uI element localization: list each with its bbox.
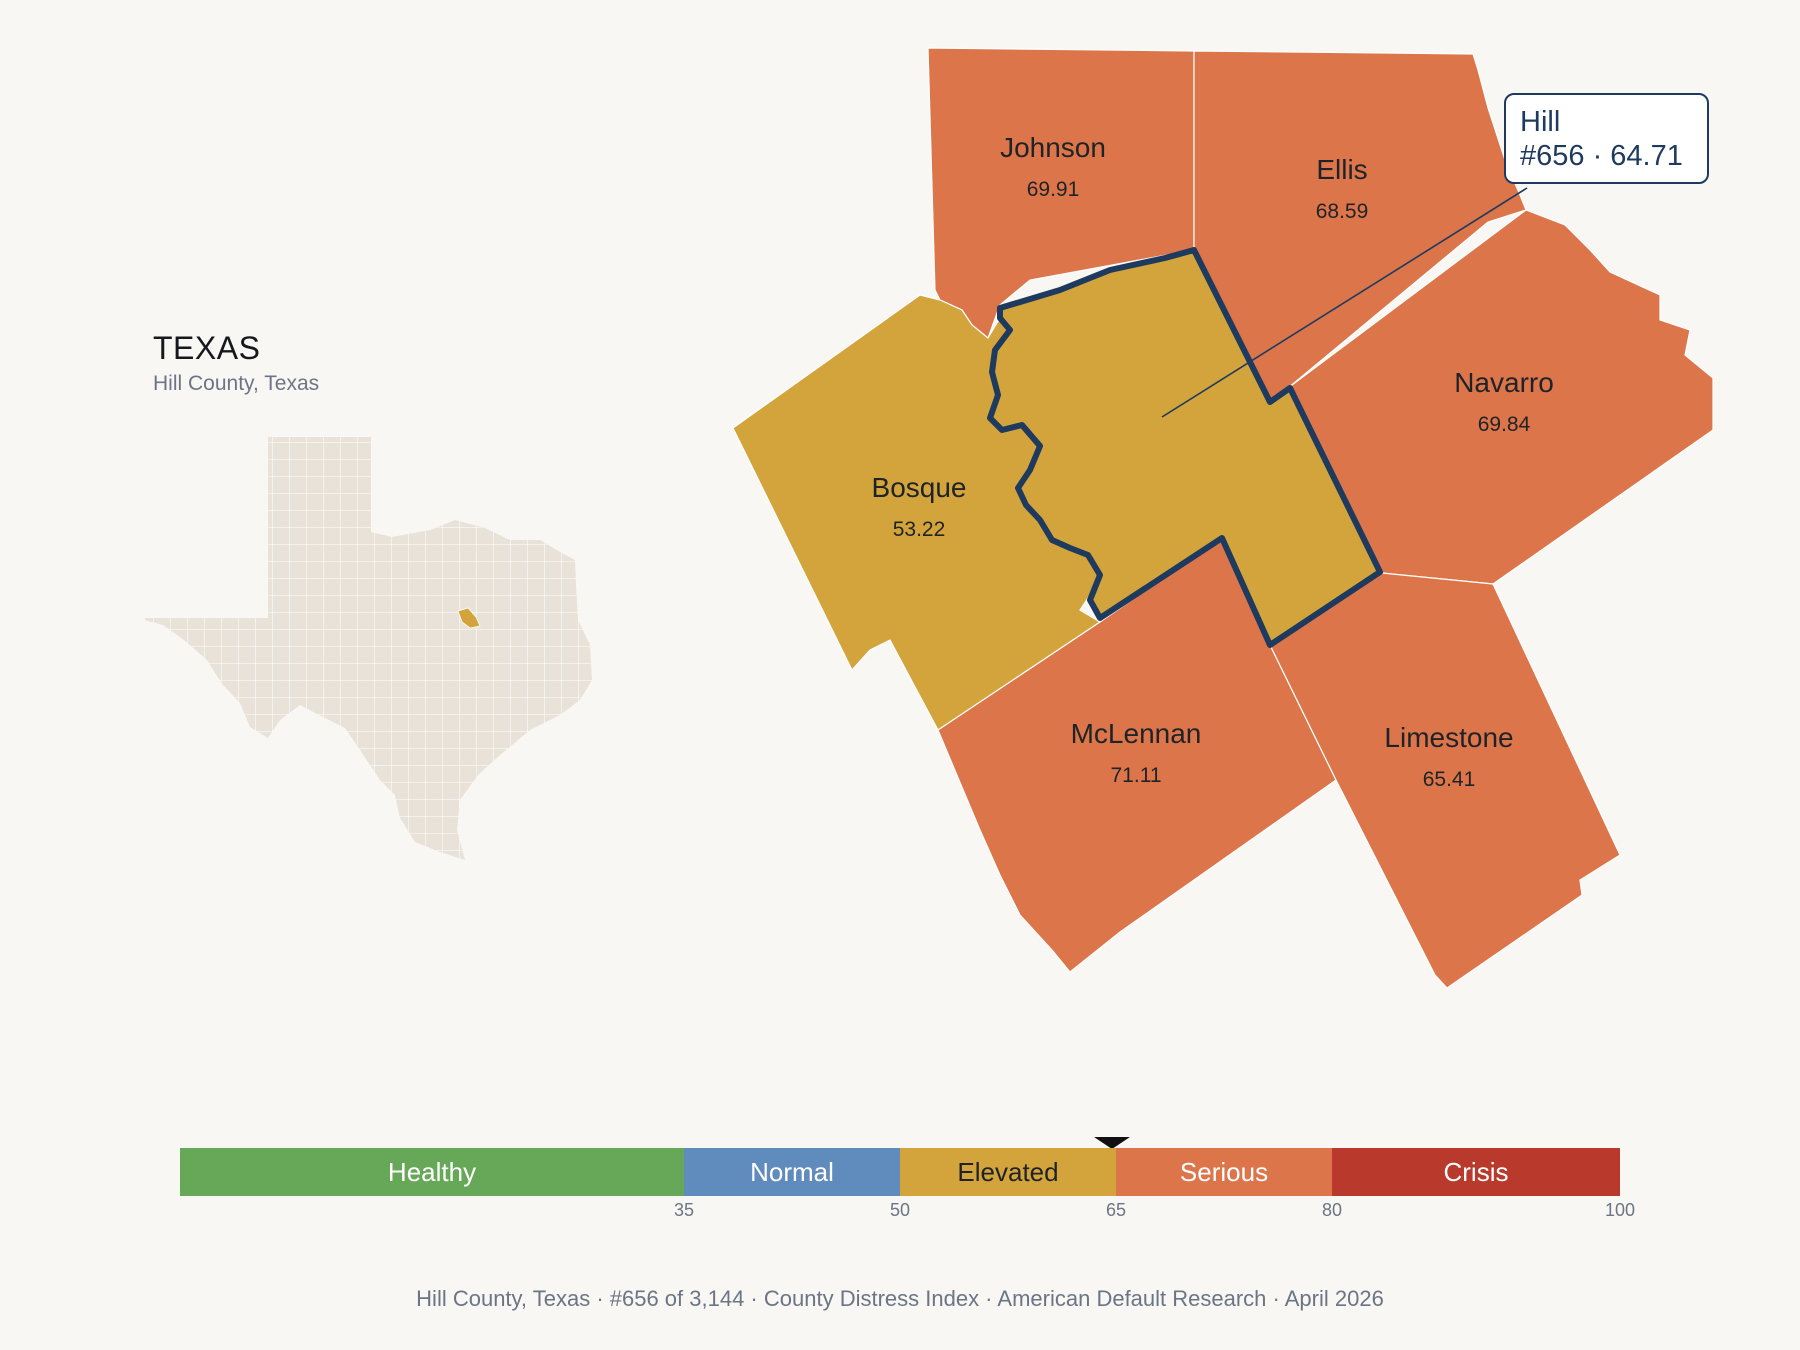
county-label-bosque: Bosque xyxy=(872,472,967,503)
scale-segment-serious: Serious xyxy=(1116,1148,1332,1196)
inset-state-title: TEXAS xyxy=(153,330,261,366)
county-label-ellis: Ellis xyxy=(1316,154,1367,185)
texas-county-grid xyxy=(145,437,592,860)
callout-rank-score: #656 · 64.71 xyxy=(1520,140,1683,172)
county-score-ellis: 68.59 xyxy=(1316,200,1369,223)
county-limestone[interactable] xyxy=(1269,572,1621,989)
county-score-mclennan: 71.11 xyxy=(1111,764,1162,787)
scale-tick-100: 100 xyxy=(1604,1200,1636,1220)
scale-tick-50: 50 xyxy=(889,1200,911,1220)
scale-tick-35: 35 xyxy=(673,1200,695,1220)
texas-inset xyxy=(145,437,592,860)
county-score-navarro: 69.84 xyxy=(1478,413,1531,436)
scale-tick-80: 80 xyxy=(1321,1200,1343,1220)
county-map xyxy=(732,47,1714,989)
callout-county-name: Hill xyxy=(1520,106,1561,138)
scale-segment-elevated: Elevated xyxy=(900,1148,1116,1196)
scale-tick-65: 65 xyxy=(1105,1200,1127,1220)
scale-segment-normal: Normal xyxy=(684,1148,900,1196)
hill-county-outline xyxy=(987,247,1383,648)
county-label-limestone: Limestone xyxy=(1384,722,1513,753)
county-score-limestone: 65.41 xyxy=(1423,768,1476,791)
hill-callout: Hill #656 · 64.71 xyxy=(1504,93,1709,184)
county-label-navarro: Navarro xyxy=(1454,367,1554,398)
county-label-johnson: Johnson xyxy=(1000,132,1106,163)
county-score-johnson: 69.91 xyxy=(1027,178,1080,201)
distress-scale: Healthy Normal Elevated Serious Crisis xyxy=(180,1148,1620,1196)
scale-segment-healthy: Healthy xyxy=(180,1148,684,1196)
texas-hill-county-marker xyxy=(457,607,481,629)
county-score-bosque: 53.22 xyxy=(893,518,946,541)
scale-segment-crisis: Crisis xyxy=(1332,1148,1620,1196)
county-label-mclennan: McLennan xyxy=(1071,718,1202,749)
scale-value-marker xyxy=(1093,1137,1130,1149)
inset-state-subtitle: Hill County, Texas xyxy=(153,372,320,395)
footer-caption: Hill County, Texas · #656 of 3,144 · Cou… xyxy=(416,1286,1384,1311)
callout-leader-line xyxy=(1161,187,1528,418)
county-labels: Johnson 69.91 Ellis 68.59 Navarro 69.84 … xyxy=(872,132,1554,791)
